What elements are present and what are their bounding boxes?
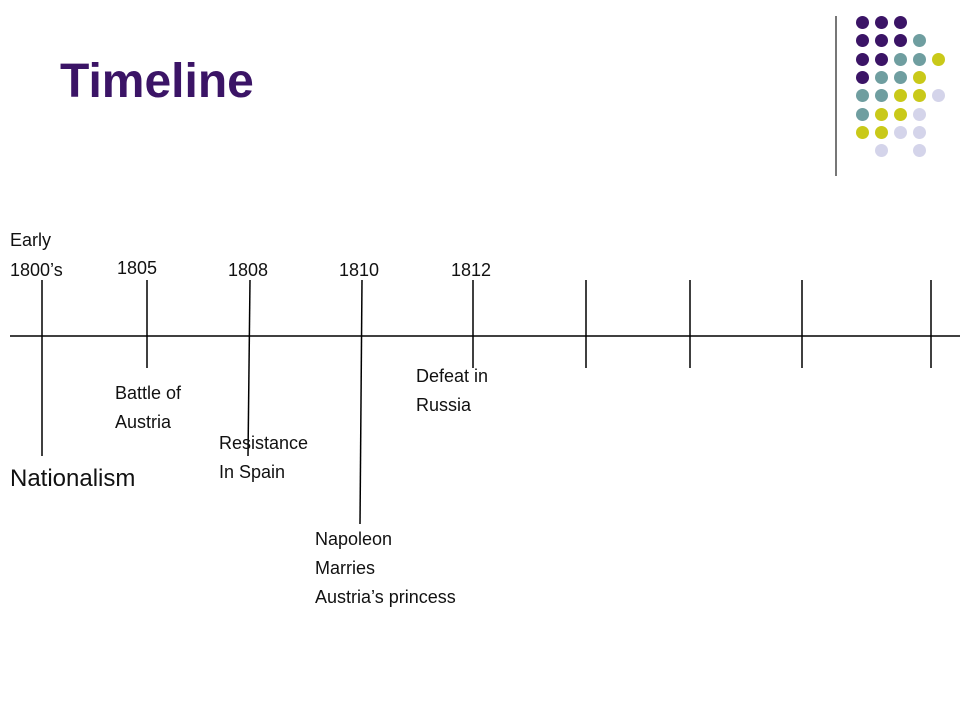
event-defeat-in-russia: Defeat in Russia xyxy=(416,366,489,415)
decorative-dot xyxy=(856,52,869,66)
decorative-divider-line xyxy=(835,16,837,176)
decorative-dot xyxy=(875,16,888,29)
decorative-dot xyxy=(856,89,869,103)
decorative-dot xyxy=(894,52,907,66)
event-resistance-in-spain: Resistance In Spain xyxy=(219,433,309,482)
year-label-1812: 1812 xyxy=(451,260,492,280)
year-label-1805: 1805 xyxy=(117,258,158,278)
year-label-1800s: 1800’s xyxy=(10,260,63,280)
decorative-dot xyxy=(875,70,888,84)
decorative-dot xyxy=(913,125,926,139)
decorative-dot xyxy=(894,70,907,84)
event-napoleon-marries: Napoleon Marries Austria’s princess xyxy=(315,529,456,607)
decorative-dot xyxy=(875,107,888,121)
year-label-early: Early xyxy=(10,230,52,250)
decorative-dot xyxy=(875,52,888,66)
decorative-dot xyxy=(875,89,888,103)
decorative-dot xyxy=(875,34,888,48)
decorative-dot xyxy=(913,89,926,103)
year-label-1808: 1808 xyxy=(228,260,269,280)
decorative-dot xyxy=(913,107,926,121)
page-title: Timeline xyxy=(60,55,254,108)
event-battle-of-austria: Battle of Austria xyxy=(115,383,182,432)
decorative-dot xyxy=(913,52,926,66)
decorative-dot xyxy=(856,125,869,139)
decorative-dot xyxy=(913,144,926,158)
decorative-dot xyxy=(894,107,907,121)
event-nationalism: Nationalism xyxy=(10,465,136,492)
decorative-dot xyxy=(856,16,869,29)
decorative-dot xyxy=(856,34,869,48)
decorative-dot xyxy=(913,70,926,84)
decorative-dot xyxy=(932,89,945,103)
tick-1808 xyxy=(247,279,251,457)
decorative-dot xyxy=(894,125,907,139)
decorative-dot xyxy=(856,70,869,84)
decorative-dot xyxy=(875,144,888,158)
decorative-dot xyxy=(932,52,945,66)
decorative-dot xyxy=(875,125,888,139)
decorative-dot xyxy=(913,34,926,48)
tick-1810 xyxy=(359,279,363,525)
decorative-dot xyxy=(894,89,907,103)
decorative-dot xyxy=(894,34,907,48)
decorative-dot xyxy=(894,16,907,29)
decorative-dot xyxy=(856,107,869,121)
year-label-1810: 1810 xyxy=(339,260,380,280)
